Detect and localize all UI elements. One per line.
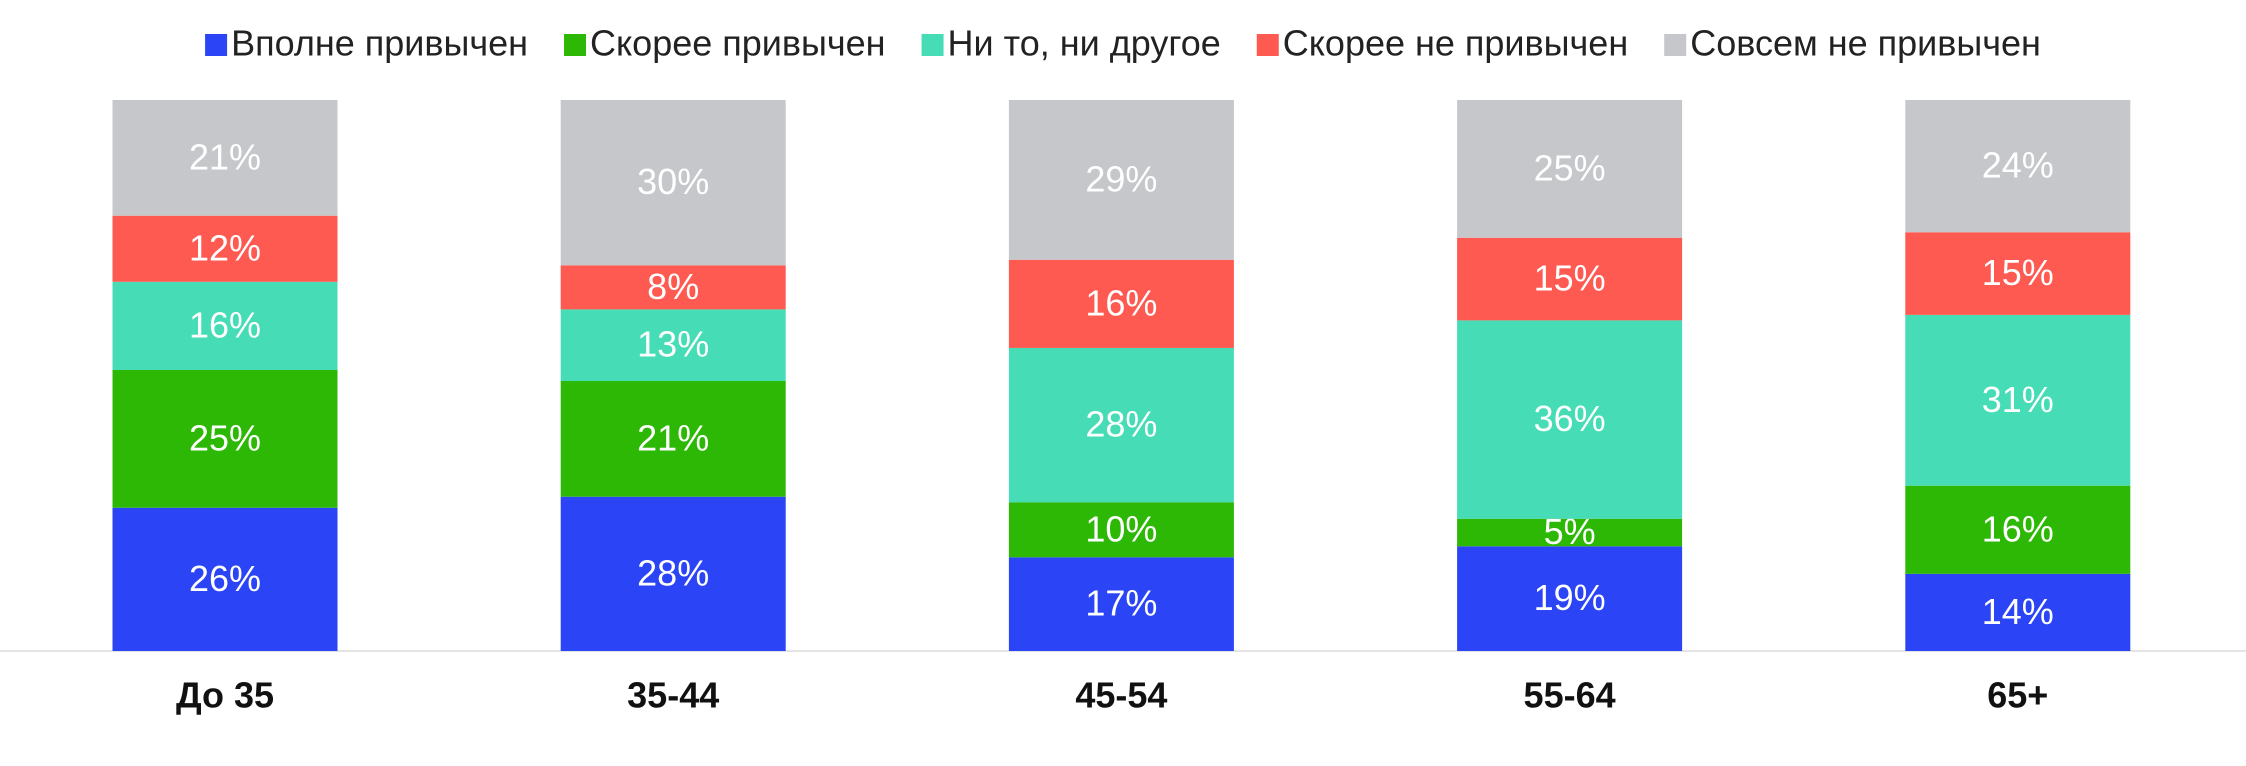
value-label: 14% — [1982, 591, 2054, 632]
legend-label: Совсем не привычен — [1690, 23, 2041, 64]
value-label: 29% — [1085, 158, 1157, 199]
value-label: 28% — [1085, 404, 1157, 445]
bar-segment — [1457, 518, 1683, 547]
bar-segment — [1008, 347, 1234, 503]
bar-segment — [1905, 485, 2131, 574]
bar-segment — [112, 215, 338, 282]
bar-segment — [1008, 557, 1234, 651]
bar-segment — [560, 265, 786, 310]
bar-segment — [1457, 320, 1683, 519]
value-label: 21% — [637, 417, 709, 458]
legend-label: Скорее не привычен — [1283, 23, 1628, 64]
bar-segment — [560, 309, 786, 382]
x-tick-label: 45-54 — [1075, 675, 1167, 716]
value-label: 36% — [1534, 398, 1606, 439]
legend-swatch — [1664, 34, 1687, 56]
value-label: 12% — [189, 227, 261, 268]
value-label: 25% — [189, 417, 261, 458]
value-label: 15% — [1982, 252, 2054, 293]
value-label: 10% — [1085, 508, 1157, 549]
value-label: 13% — [637, 324, 709, 365]
bar-segment — [1905, 232, 2131, 315]
x-tick-label: До 35 — [176, 675, 274, 716]
bar-segment — [1457, 237, 1683, 321]
value-label: 31% — [1982, 379, 2054, 420]
legend-label: Вполне привычен — [231, 23, 528, 64]
legend-label: Ни то, ни другое — [948, 23, 1221, 64]
bar-segment — [112, 507, 338, 651]
legend-swatch — [564, 34, 587, 56]
bar-segment — [1008, 259, 1234, 348]
x-tick-label: 35-44 — [627, 675, 719, 716]
value-label: 16% — [1085, 282, 1157, 323]
bar-segment — [112, 100, 338, 216]
bar-segment — [112, 369, 338, 508]
bar-segment — [1905, 314, 2131, 486]
value-label: 17% — [1085, 583, 1157, 624]
bar-segment — [1457, 100, 1683, 238]
value-label: 28% — [637, 552, 709, 593]
bar-segment — [560, 381, 786, 497]
legend-swatch — [1256, 34, 1279, 56]
bar-segment — [560, 496, 786, 651]
bar-segment — [1457, 546, 1683, 651]
x-tick-label: 55-64 — [1524, 675, 1616, 716]
bar-segment — [1008, 502, 1234, 558]
value-label: 8% — [647, 266, 699, 307]
legend-swatch — [205, 34, 228, 56]
bar-segment — [560, 100, 786, 266]
value-label: 15% — [1534, 258, 1606, 299]
value-label: 30% — [637, 161, 709, 202]
value-label: 26% — [189, 558, 261, 599]
bar-segment — [1008, 100, 1234, 260]
value-label: 16% — [189, 304, 261, 345]
bar-segment — [112, 281, 338, 370]
bar-segment — [1905, 573, 2131, 651]
legend-label: Скорее привычен — [590, 23, 886, 64]
x-tick-label: 65+ — [1987, 675, 2048, 716]
value-label: 25% — [1534, 147, 1606, 188]
legend-swatch — [921, 34, 944, 56]
value-label: 21% — [189, 136, 261, 177]
bar-segment — [1905, 100, 2131, 233]
value-label: 19% — [1534, 577, 1606, 618]
value-label: 24% — [1982, 145, 2054, 186]
value-label: 16% — [1982, 508, 2054, 549]
